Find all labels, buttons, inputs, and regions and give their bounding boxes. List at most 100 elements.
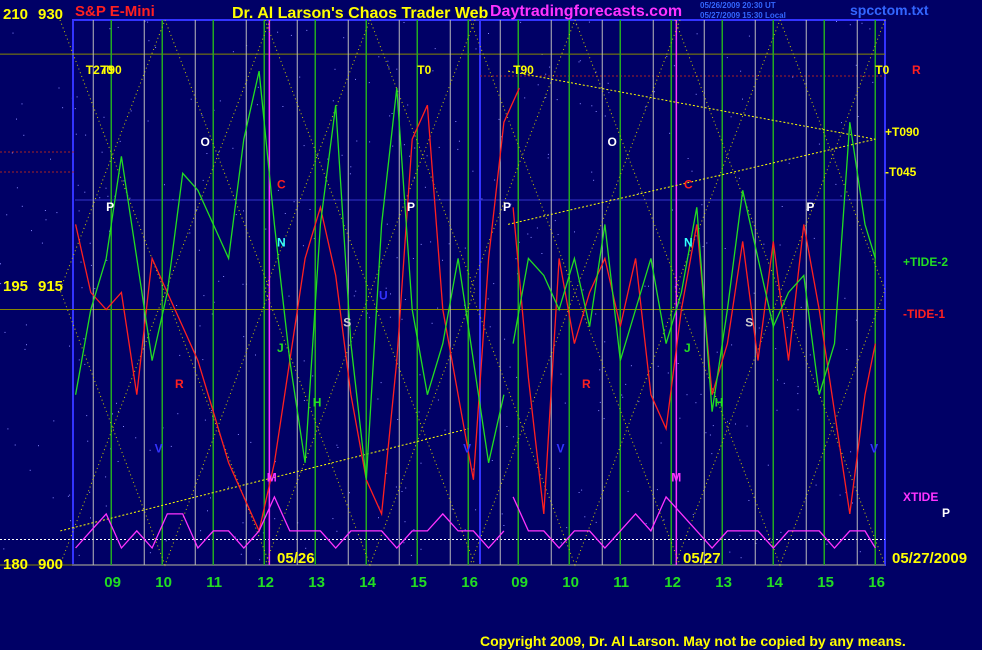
star-dot — [3, 548, 5, 550]
star-dot — [518, 241, 520, 243]
star-dot — [648, 285, 649, 287]
star-dot — [872, 81, 874, 83]
star-dot — [855, 64, 857, 66]
star-dot — [336, 530, 338, 532]
star-dot — [211, 410, 213, 412]
star-dot — [512, 436, 514, 438]
star-dot — [390, 293, 391, 295]
star-dot — [78, 359, 80, 361]
star-dot — [740, 557, 742, 559]
star-dot — [595, 521, 597, 523]
star-dot — [103, 116, 105, 118]
point-label: J — [277, 341, 284, 355]
star-dot — [488, 33, 489, 34]
star-dot — [777, 379, 778, 381]
star-dot — [776, 409, 778, 411]
point-label: H — [313, 396, 322, 410]
star-dot — [739, 535, 741, 537]
star-dot — [332, 518, 334, 520]
point-label: R — [582, 377, 591, 391]
star-dot — [815, 484, 817, 486]
star-dot — [432, 70, 434, 72]
point-label: N — [684, 236, 693, 250]
star-dot — [44, 210, 46, 211]
star-dot — [711, 453, 713, 455]
star-dot — [591, 171, 593, 173]
star-dot — [332, 100, 334, 102]
point-label: V — [557, 442, 565, 456]
star-dot — [489, 326, 491, 328]
point-label: O — [201, 135, 210, 149]
star-dot — [595, 71, 597, 73]
symbol-label: S&P E-Mini — [75, 3, 155, 20]
star-dot — [87, 440, 89, 442]
star-dot — [202, 179, 204, 181]
star-dot — [809, 354, 811, 356]
star-dot — [29, 469, 31, 471]
star-dot — [458, 140, 460, 142]
star-dot — [520, 21, 522, 23]
star-dot — [516, 376, 518, 378]
star-dot — [356, 140, 358, 142]
point-label: H — [715, 396, 724, 410]
star-dot — [23, 134, 25, 136]
star-dot — [437, 307, 439, 309]
star-dot — [604, 341, 606, 343]
chart-grid — [0, 19, 886, 566]
star-dot — [213, 301, 215, 303]
star-dot — [846, 349, 848, 350]
y-tick-left-195: 195 — [3, 278, 28, 295]
star-dot — [849, 24, 851, 26]
star-dot — [6, 214, 8, 216]
star-dot — [109, 230, 110, 232]
star-dot — [0, 283, 2, 285]
star-dot — [288, 295, 290, 297]
star-dot — [305, 547, 307, 549]
point-label: U — [379, 288, 388, 302]
point-label: P — [503, 200, 511, 214]
star-dot — [451, 508, 453, 510]
legend-tide2: +TIDE-2 — [903, 255, 948, 269]
star-dot — [243, 210, 244, 212]
star-dot — [852, 502, 853, 504]
star-dot — [501, 136, 503, 138]
star-dot — [691, 170, 693, 172]
star-dot — [579, 60, 581, 62]
x-tick-label: 13 — [715, 574, 732, 591]
star-dot — [630, 365, 632, 367]
star-dot — [767, 464, 769, 466]
star-dot — [666, 56, 668, 57]
star-dot — [418, 411, 420, 413]
star-dot — [176, 305, 178, 306]
star-dot — [369, 141, 371, 143]
star-dot — [672, 209, 673, 211]
star-dot — [78, 554, 80, 556]
star-dot — [740, 70, 742, 72]
star-dot — [391, 113, 393, 114]
stamp-line2: 05/27/2009 15:30 Local — [700, 11, 786, 20]
star-dot — [506, 426, 508, 427]
star-dot — [667, 372, 669, 374]
star-dot — [706, 242, 708, 244]
star-dot — [388, 66, 390, 68]
star-dot — [413, 529, 415, 531]
date-label-day2: 05/27 — [683, 550, 721, 567]
star-dot — [234, 536, 236, 538]
star-dot — [378, 56, 380, 58]
star-dot — [753, 292, 755, 294]
star-dot — [494, 179, 496, 181]
star-dot — [783, 382, 785, 384]
star-dot — [189, 232, 191, 234]
star-dot — [107, 195, 109, 197]
star-dot — [674, 286, 676, 288]
star-dot — [554, 220, 556, 222]
series-line--tide-1 — [74, 87, 520, 533]
star-dot — [481, 198, 483, 200]
star-dot — [366, 312, 368, 314]
star-dot — [299, 76, 301, 78]
star-dot — [844, 297, 846, 299]
star-dot — [545, 73, 547, 75]
star-dot — [90, 264, 92, 266]
star-dot — [392, 145, 394, 147]
